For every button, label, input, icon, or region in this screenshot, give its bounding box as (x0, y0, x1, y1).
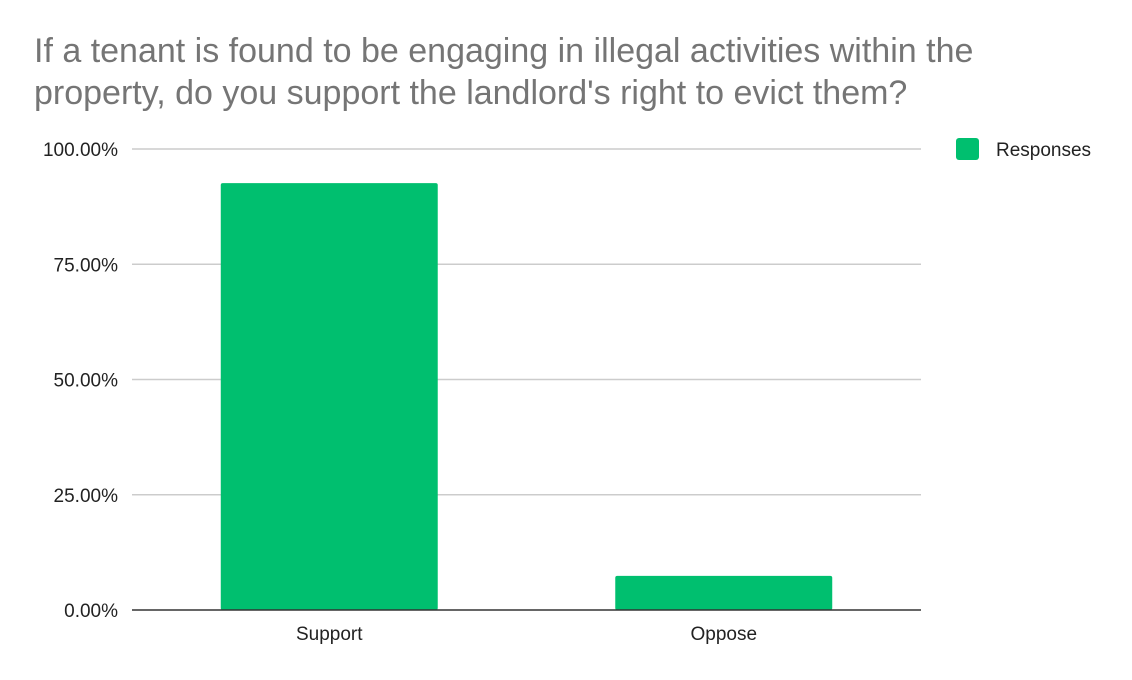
y-axis-tick-labels: 0.00% 25.00% 50.00% 75.00% 100.00% (43, 140, 118, 622)
chart-title: If a tenant is found to be engaging in i… (34, 32, 974, 112)
y-tick-label: 0.00% (64, 601, 118, 622)
bars (220, 183, 833, 610)
y-tick-label: 75.00% (54, 255, 119, 276)
legend-swatch (956, 138, 979, 160)
bar-oppose (615, 575, 833, 610)
y-tick-label: 50.00% (54, 371, 119, 392)
x-axis-category-labels: Support Oppose (296, 624, 757, 645)
bar-support (220, 183, 438, 610)
x-category-label: Support (296, 624, 363, 645)
y-tick-label: 100.00% (43, 140, 118, 161)
legend: Responses (956, 138, 1091, 161)
legend-label: Responses (996, 140, 1091, 161)
x-category-label: Oppose (690, 624, 757, 645)
y-tick-label: 25.00% (54, 486, 119, 507)
